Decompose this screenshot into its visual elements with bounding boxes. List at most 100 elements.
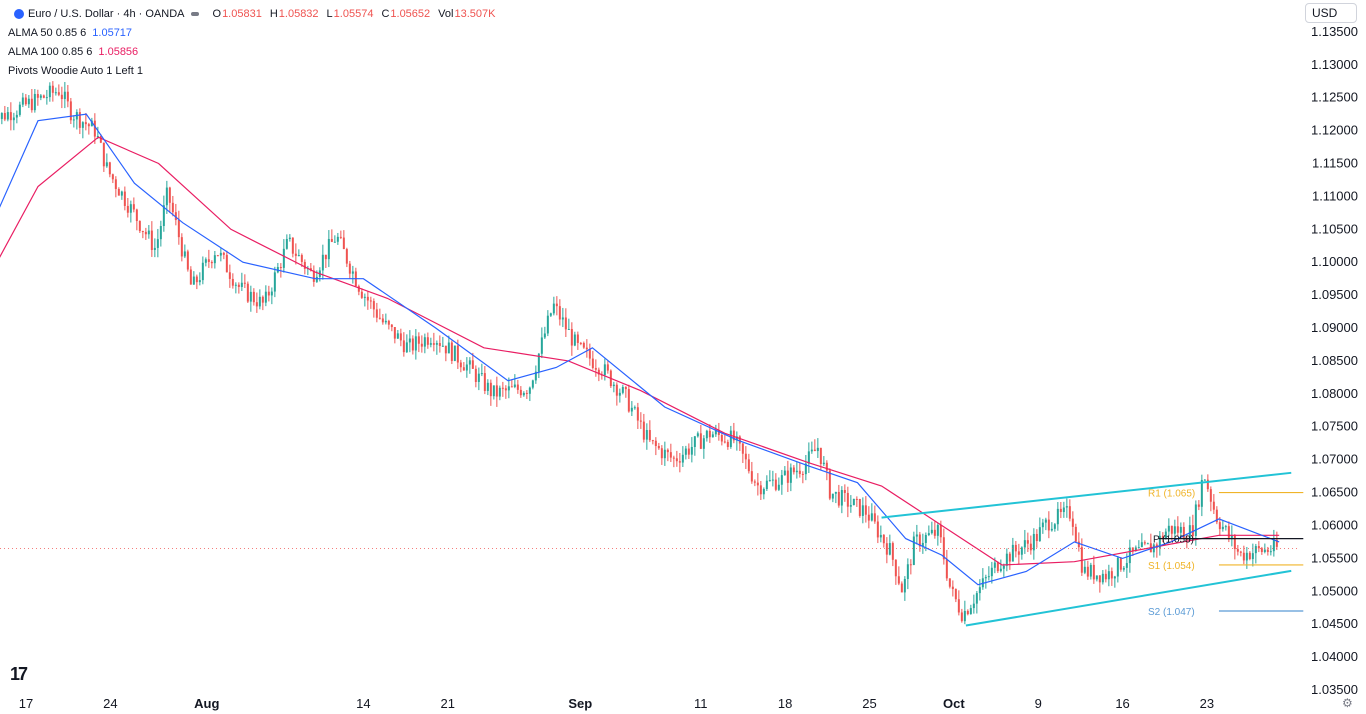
indicator-alma50[interactable]: ALMA 50 0.85 6 1.05717 xyxy=(8,23,495,42)
ohlc-row: Euro / U.S. Dollar · 4h · OANDA O 1.05831… xyxy=(8,4,495,23)
candle-body xyxy=(687,448,690,455)
candle-body xyxy=(1056,508,1059,525)
candle-body xyxy=(201,262,204,281)
candle-body xyxy=(27,98,30,105)
candle-body xyxy=(642,421,645,440)
candle-body xyxy=(873,513,876,522)
candle-body xyxy=(729,430,732,447)
candle-body xyxy=(747,459,750,472)
y-tick-label: 1.10500 xyxy=(1311,221,1358,236)
price-axis xyxy=(1298,0,1366,714)
candle-body xyxy=(177,220,180,238)
candle-body xyxy=(891,543,894,560)
candle-body xyxy=(636,407,639,421)
currency-selector[interactable]: USD xyxy=(1305,3,1357,23)
candle-body xyxy=(471,360,474,369)
candle-body xyxy=(195,276,198,283)
candle-body xyxy=(1137,547,1140,549)
candle-body xyxy=(849,505,852,507)
x-tick-label: 21 xyxy=(441,696,455,711)
candle-body xyxy=(183,251,186,257)
candle-body xyxy=(1101,573,1104,583)
candle-body xyxy=(225,254,228,273)
candle-body xyxy=(1257,546,1260,549)
candle-body xyxy=(1062,507,1065,513)
low-value: 1.05574 xyxy=(333,7,374,20)
settings-icon[interactable]: ⚙ xyxy=(1342,696,1353,710)
collapse-icon[interactable] xyxy=(190,11,199,16)
candle-body xyxy=(291,237,294,254)
candle-body xyxy=(102,142,105,167)
candle-body xyxy=(762,489,765,495)
candle-body xyxy=(294,253,297,256)
indicator-alma100[interactable]: ALMA 100 0.85 6 1.05856 xyxy=(8,42,495,61)
candle-body xyxy=(1029,543,1032,551)
candle-body xyxy=(1242,552,1245,561)
candle-body xyxy=(777,484,780,490)
candle-body xyxy=(840,490,843,506)
candle-body xyxy=(360,291,363,298)
candle-body xyxy=(435,343,438,345)
candle-body xyxy=(1143,542,1146,544)
candle-body xyxy=(312,270,315,282)
candle-body xyxy=(321,254,324,271)
candle-body xyxy=(702,438,705,449)
tradingview-logo-icon[interactable]: 17 xyxy=(10,664,28,684)
candle-body xyxy=(726,441,729,447)
candle-body xyxy=(60,94,63,100)
candle-body xyxy=(951,586,954,590)
candle-body xyxy=(192,276,195,285)
close-value: 1.05652 xyxy=(390,7,431,20)
candle-body xyxy=(336,236,339,242)
candle-body xyxy=(432,343,435,345)
y-tick-label: 1.11000 xyxy=(1312,188,1358,203)
candle-body xyxy=(753,481,756,483)
candle-body xyxy=(1107,571,1110,580)
candle-body xyxy=(1074,526,1077,542)
candle-body xyxy=(438,343,441,346)
candle-body xyxy=(648,430,651,441)
candle-body xyxy=(801,473,804,475)
candle-body xyxy=(72,119,75,121)
candle-body xyxy=(339,236,342,238)
candle-body xyxy=(696,433,699,437)
candle-body xyxy=(369,300,372,302)
candle-body xyxy=(456,345,459,363)
candle-body xyxy=(936,524,939,536)
candle-body xyxy=(555,303,558,307)
candle-body xyxy=(1050,528,1053,531)
indicator-pivots[interactable]: Pivots Woodie Auto 1 Left 1 xyxy=(8,61,495,80)
candle-body xyxy=(1038,527,1041,542)
candle-body xyxy=(543,333,546,338)
candle-body xyxy=(669,452,672,458)
x-tick-label: 25 xyxy=(862,696,876,711)
candle-body xyxy=(273,272,276,292)
y-tick-label: 1.05000 xyxy=(1311,583,1358,598)
candle-body xyxy=(519,389,522,396)
candle-body xyxy=(363,296,366,298)
candle-body xyxy=(678,461,681,463)
candle-body xyxy=(558,306,561,320)
candle-body xyxy=(414,336,417,351)
alma50-line xyxy=(0,113,1280,586)
candle-body xyxy=(477,373,480,382)
candle-body xyxy=(348,263,351,274)
x-tick-label: Aug xyxy=(194,696,219,711)
symbol-title[interactable]: Euro / U.S. Dollar · 4h · OANDA xyxy=(28,7,185,20)
candle-body xyxy=(852,498,855,506)
candle-body xyxy=(375,309,378,318)
candle-body xyxy=(417,336,420,344)
candle-body xyxy=(36,93,39,98)
candle-body xyxy=(507,386,510,391)
candle-body xyxy=(1209,489,1212,502)
channel-upper-line xyxy=(881,471,1292,519)
candle-body xyxy=(240,282,243,287)
x-tick-label: 9 xyxy=(1035,696,1042,711)
candle-body xyxy=(213,255,216,264)
candle-body xyxy=(42,95,45,98)
candle-body xyxy=(900,583,903,593)
candle-body xyxy=(237,284,240,287)
candle-body xyxy=(87,124,90,127)
candle-body xyxy=(21,97,24,105)
